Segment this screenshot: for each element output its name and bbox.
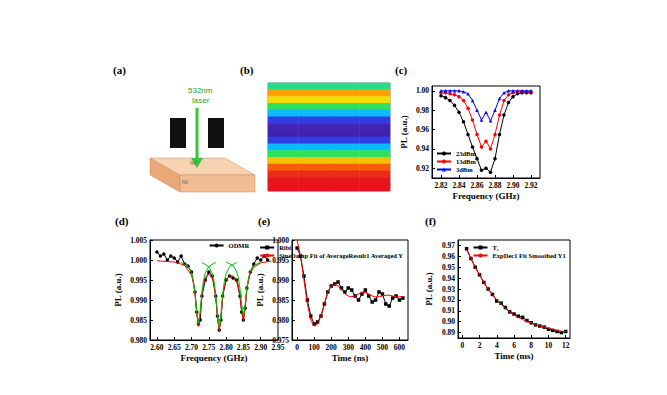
- svg-text:Time (ms): Time (ms): [494, 351, 533, 361]
- svg-text:ExpDec1 Fit Smoothed Y1: ExpDec1 Fit Smoothed Y1: [493, 252, 566, 259]
- svg-text:2.82: 2.82: [434, 181, 447, 190]
- svg-text:0.94: 0.94: [416, 144, 429, 153]
- svg-text:PL (a.u.): PL (a.u.): [113, 273, 123, 306]
- svg-text:2.70: 2.70: [185, 343, 198, 352]
- svg-text:0.92: 0.92: [442, 295, 455, 304]
- svg-text:2.92: 2.92: [524, 181, 537, 190]
- svg-text:2.95: 2.95: [271, 343, 284, 352]
- svg-text:0.97: 0.97: [442, 241, 455, 250]
- svg-text:300: 300: [343, 343, 355, 352]
- svg-text:0.92: 0.92: [416, 164, 429, 173]
- svg-text:2.90: 2.90: [254, 343, 267, 352]
- svg-text:0.94: 0.94: [442, 274, 455, 283]
- svg-text:2.60: 2.60: [150, 343, 163, 352]
- svg-text:0.975: 0.975: [272, 335, 289, 345]
- svg-text:NV: NV: [182, 180, 188, 185]
- svg-text:0.995: 0.995: [130, 276, 147, 285]
- svg-text:0.980: 0.980: [272, 316, 289, 325]
- svg-text:ODMR: ODMR: [229, 242, 250, 249]
- svg-text:6: 6: [512, 341, 516, 350]
- svg-text:0.90: 0.90: [442, 317, 455, 326]
- svg-text:12: 12: [562, 341, 570, 350]
- svg-text:2.88: 2.88: [488, 181, 501, 190]
- svg-text:(b): (b): [240, 64, 254, 77]
- svg-text:Ribi: Ribi: [279, 244, 291, 251]
- svg-text:0: 0: [460, 341, 464, 350]
- svg-text:1.000: 1.000: [130, 256, 147, 265]
- svg-text:(f): (f): [425, 215, 436, 228]
- svg-text:(d): (d): [115, 215, 129, 228]
- svg-text:200: 200: [326, 343, 338, 352]
- svg-text:0.985: 0.985: [130, 316, 147, 325]
- svg-text:1.00: 1.00: [416, 86, 429, 95]
- svg-text:Frequency (GHz): Frequency (GHz): [180, 353, 247, 363]
- svg-text:(a): (a): [113, 64, 126, 77]
- svg-text:0.985: 0.985: [272, 296, 289, 305]
- svg-text:0.96: 0.96: [442, 252, 455, 261]
- svg-text:2.84: 2.84: [452, 181, 465, 190]
- svg-text:NV: NV: [190, 161, 196, 166]
- svg-text:laser: laser: [192, 96, 210, 105]
- svg-text:PL (a.u.): PL (a.u.): [255, 273, 265, 306]
- svg-text:8: 8: [529, 341, 533, 350]
- svg-text:532nm: 532nm: [188, 86, 213, 95]
- svg-text:2.75: 2.75: [202, 343, 215, 352]
- svg-text:PL (a.u.): PL (a.u.): [424, 272, 434, 305]
- svg-text:PL (a.u.): PL (a.u.): [399, 115, 409, 148]
- svg-text:1.005: 1.005: [130, 236, 147, 245]
- svg-text:0.93: 0.93: [442, 285, 455, 294]
- svg-text:0.95: 0.95: [442, 263, 455, 272]
- svg-text:2.86: 2.86: [470, 181, 483, 190]
- svg-text:Frequency (GHz): Frequency (GHz): [452, 191, 519, 201]
- svg-text:0.995: 0.995: [272, 255, 289, 265]
- svg-text:SineDamp Fit of AverageResult1: SineDamp Fit of AverageResult1 Averaged …: [279, 252, 403, 259]
- svg-text:0.96: 0.96: [416, 125, 429, 134]
- svg-text:0.990: 0.990: [130, 296, 147, 305]
- svg-text:2.65: 2.65: [168, 343, 181, 352]
- svg-text:23dBm: 23dBm: [456, 150, 476, 157]
- svg-text:0.990: 0.990: [272, 276, 289, 285]
- svg-text:0.91: 0.91: [442, 306, 455, 315]
- svg-text:3dBm: 3dBm: [456, 166, 473, 173]
- svg-text:(c): (c): [395, 64, 408, 77]
- svg-text:4: 4: [495, 341, 499, 350]
- svg-text:(e): (e): [258, 215, 271, 228]
- svg-text:100: 100: [309, 343, 321, 352]
- svg-text:T₂: T₂: [493, 244, 499, 251]
- svg-text:500: 500: [377, 343, 389, 352]
- svg-text:13dBm: 13dBm: [456, 158, 476, 165]
- svg-text:0.980: 0.980: [130, 336, 147, 345]
- svg-text:2.80: 2.80: [220, 343, 233, 352]
- svg-text:600: 600: [394, 343, 406, 352]
- svg-text:0: 0: [295, 343, 299, 352]
- svg-text:0.89: 0.89: [442, 328, 455, 337]
- svg-text:0.98: 0.98: [416, 106, 429, 115]
- svg-text:2.85: 2.85: [237, 343, 250, 352]
- svg-text:Time (ns): Time (ns): [332, 353, 369, 363]
- svg-text:10: 10: [545, 341, 553, 350]
- svg-text:2: 2: [478, 341, 482, 350]
- svg-text:400: 400: [360, 343, 372, 352]
- svg-text:1.000: 1.000: [272, 235, 289, 245]
- svg-text:2.90: 2.90: [506, 181, 519, 190]
